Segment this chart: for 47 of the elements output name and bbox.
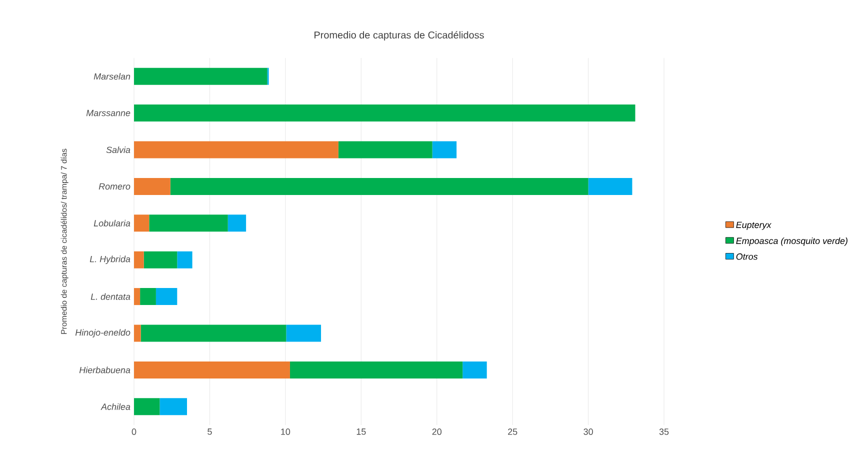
bar xyxy=(134,288,140,306)
bar xyxy=(160,398,187,416)
bar xyxy=(588,178,632,195)
bar xyxy=(432,141,457,158)
bar xyxy=(170,178,588,195)
bar xyxy=(156,288,178,306)
legend-label: Eupteryx xyxy=(736,222,772,230)
x-tick-label: 35 xyxy=(659,428,669,435)
y-tick-label: Romero xyxy=(98,183,130,190)
y-tick-label: Marssanne xyxy=(86,110,130,116)
bar xyxy=(338,141,432,158)
bar xyxy=(134,251,144,268)
bar xyxy=(177,251,192,268)
x-tick-label: 5 xyxy=(208,428,212,435)
bar xyxy=(286,324,322,342)
bar xyxy=(134,214,150,232)
bar xyxy=(134,361,290,378)
bar xyxy=(134,68,268,85)
bar xyxy=(140,288,156,306)
y-tick-label: Lobularia xyxy=(94,220,130,226)
bar xyxy=(228,214,246,232)
y-tick-label: Salvia xyxy=(106,146,130,154)
bar xyxy=(144,251,178,268)
y-tick-label: Marselan xyxy=(94,73,130,80)
y-tick-label: Hierbabuena xyxy=(79,366,130,374)
x-tick-label: 20 xyxy=(432,428,442,435)
x-tick-label: 25 xyxy=(508,428,518,435)
x-tick-label: 0 xyxy=(132,428,136,435)
bar xyxy=(462,361,487,378)
bar xyxy=(134,141,338,158)
legend-label: Otros xyxy=(736,253,758,260)
x-tick-label: 15 xyxy=(356,428,366,435)
bar xyxy=(134,398,160,416)
x-tick-label: 30 xyxy=(584,428,593,435)
y-tick-label: L. dentata xyxy=(90,293,130,300)
bar xyxy=(134,104,636,122)
bar xyxy=(290,361,463,378)
bar xyxy=(134,178,170,195)
bar xyxy=(134,324,141,342)
y-tick-label: L. Hybrida xyxy=(90,256,130,264)
chart-title: Promedio de capturas de Cicadélidoss xyxy=(314,31,484,40)
bar xyxy=(140,324,286,342)
y-tick-label: Hinojo-eneldo xyxy=(75,329,130,338)
legend-label: Empoasca (mosquito verde) xyxy=(736,237,848,246)
y-tick-label: Achilea xyxy=(100,403,130,410)
x-tick-label: 10 xyxy=(281,428,290,435)
bar xyxy=(149,214,228,232)
